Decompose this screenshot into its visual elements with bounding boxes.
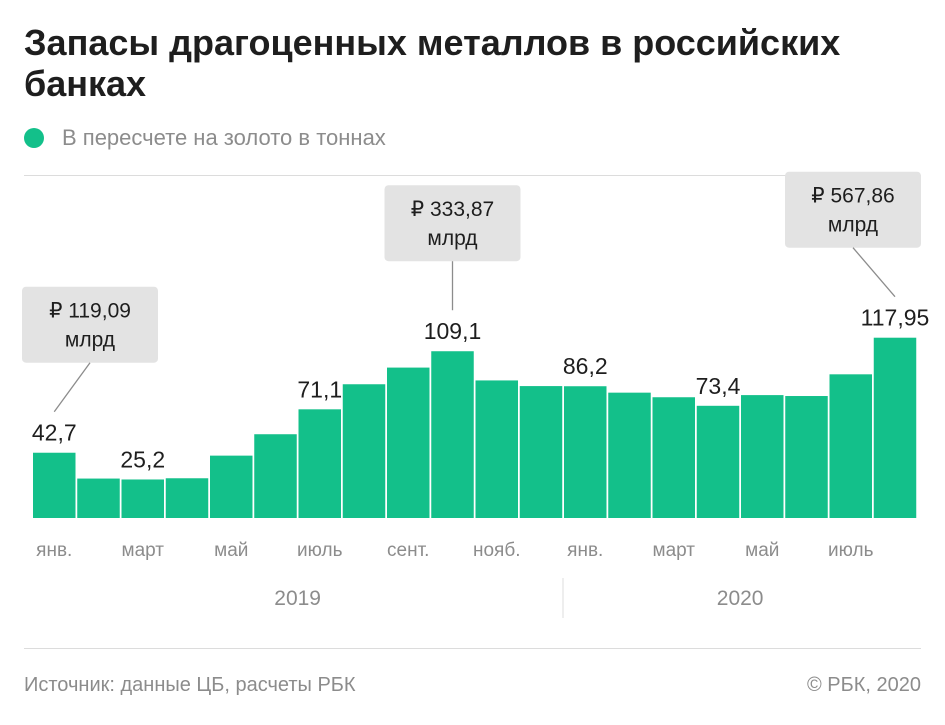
bar xyxy=(696,405,740,518)
copyright-note: © РБК, 2020 xyxy=(806,674,921,696)
chart-title: Запасы драгоценных металлов в российских… xyxy=(24,22,841,104)
year-label: 2019 xyxy=(274,587,321,610)
value-label: 117,95 xyxy=(861,305,930,331)
bar xyxy=(431,351,474,518)
callout-box xyxy=(785,171,921,248)
bar xyxy=(519,386,563,518)
bar-chart: 42,7 25,2 71,1 109,1 86,2 73,4 117,95 янв. март м… xyxy=(22,171,930,618)
bar xyxy=(254,434,297,518)
x-tick-label: янв. xyxy=(36,540,72,561)
bar xyxy=(475,380,518,518)
bar xyxy=(298,409,341,518)
top-divider xyxy=(24,175,921,176)
x-tick-label: сент. xyxy=(387,540,429,561)
source-note: Источник: данные ЦБ, расчеты РБК xyxy=(24,674,356,696)
bar xyxy=(210,455,253,518)
x-tick-label: май xyxy=(745,540,779,561)
legend-marker xyxy=(24,128,44,148)
callout-amount: ₽ 119,09 xyxy=(49,300,131,323)
x-tick-label: янв. xyxy=(567,540,603,561)
x-tick-label: март xyxy=(122,540,165,561)
bar xyxy=(741,395,784,518)
legend: В пересчете на золото в тоннах xyxy=(24,124,386,152)
x-tick-label: июль xyxy=(297,540,343,561)
bar xyxy=(785,396,828,518)
x-tick-label: май xyxy=(214,540,248,561)
callout-unit: млрд xyxy=(65,329,115,352)
x-tick-label: июль xyxy=(828,540,874,561)
legend-label: В пересчете на золото в тоннах xyxy=(62,125,386,150)
value-label: 86,2 xyxy=(563,353,608,379)
callout-unit: млрд xyxy=(427,227,477,250)
bar xyxy=(873,337,917,518)
value-label: 73,4 xyxy=(696,373,741,399)
bar xyxy=(608,392,651,518)
callout-box xyxy=(22,286,158,363)
bottom-divider xyxy=(24,648,921,649)
callout-box xyxy=(384,185,521,262)
value-label: 42,7 xyxy=(32,420,77,446)
callout-unit: млрд xyxy=(828,214,878,237)
callout-leader xyxy=(53,362,91,413)
callout-amount: ₽ 333,87 xyxy=(411,198,494,221)
bar xyxy=(165,478,209,518)
bar xyxy=(387,367,430,518)
value-label: 25,2 xyxy=(120,446,165,472)
value-label: 109,1 xyxy=(424,318,482,344)
x-tick-label: март xyxy=(653,540,696,561)
value-label: 71,1 xyxy=(297,376,342,402)
year-label: 2020 xyxy=(717,587,764,610)
bar xyxy=(121,479,164,518)
callout-amount: ₽ 567,86 xyxy=(811,185,894,208)
bar xyxy=(564,386,607,518)
bar xyxy=(77,478,120,518)
callout-leader xyxy=(852,247,896,298)
bar xyxy=(33,452,76,518)
x-tick-label: нояб. xyxy=(473,540,521,561)
bar xyxy=(342,384,386,518)
bar xyxy=(652,397,695,518)
bar xyxy=(829,374,872,518)
